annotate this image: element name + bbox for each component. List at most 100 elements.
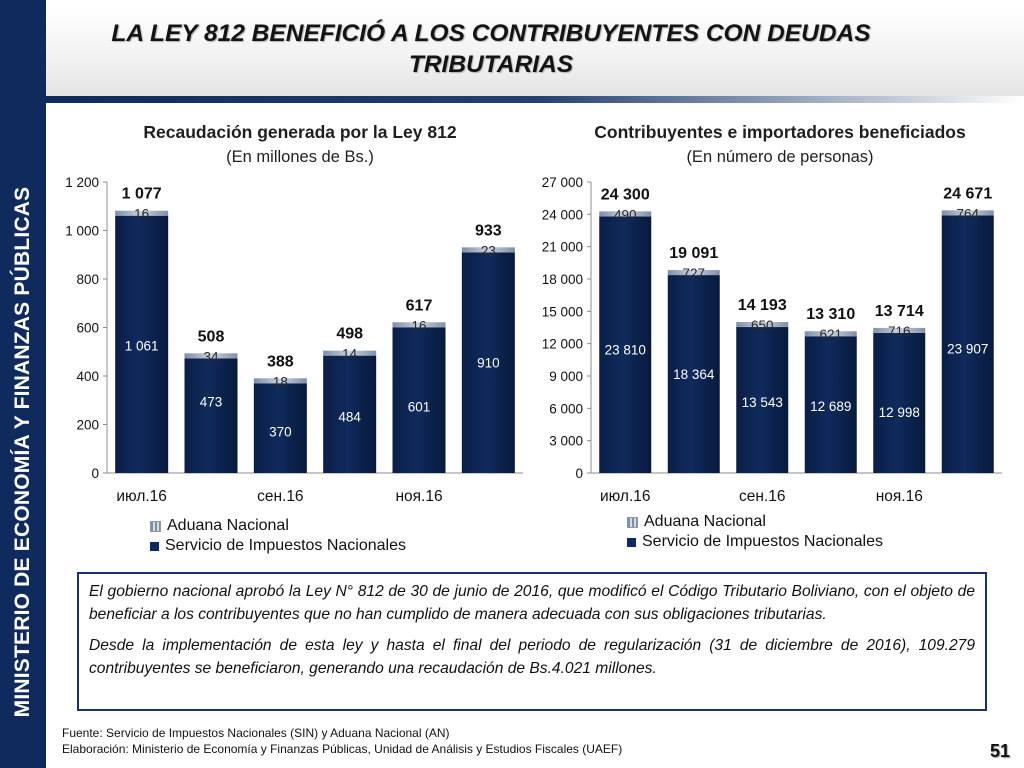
legend-label: Aduana Nacional <box>167 517 289 534</box>
data-label-aduana: 650 <box>751 318 774 333</box>
data-label-sin: 12 689 <box>810 399 851 414</box>
bar-sin <box>392 327 446 473</box>
legend-label: Servicio de Impuestos Nacionales <box>642 533 884 550</box>
description-paragraph-2: Desde la implementación de esta ley y ha… <box>89 637 975 677</box>
data-label-aduana: 716 <box>888 324 911 339</box>
bar-sin <box>599 216 652 473</box>
data-label-sin: 18 364 <box>673 367 715 382</box>
bar-sin <box>253 383 307 473</box>
bar-aduana <box>667 270 720 276</box>
legend-label: Aduana Nacional <box>644 513 766 530</box>
data-label-sin: 13 543 <box>742 395 783 410</box>
y-tick-label: 0 <box>575 466 583 481</box>
aduana-swatch-icon <box>627 516 638 528</box>
data-label-aduana: 764 <box>956 206 979 221</box>
bar-sin <box>873 332 926 473</box>
sin-swatch-icon <box>150 541 159 551</box>
footer-elaboration: Elaboración: Ministerio de Economía y Fi… <box>62 742 623 756</box>
page-number: 51 <box>989 741 1010 761</box>
aduana-swatch-icon <box>150 520 161 532</box>
bar-aduana <box>392 322 446 328</box>
x-tick-label: ноя.16 <box>876 488 923 505</box>
bar-sin <box>667 275 720 473</box>
page-title: LA LEY 812 BENEFICIÓ A LOS CONTRIBUYENTE… <box>111 20 871 78</box>
data-label-total: 388 <box>267 353 294 370</box>
data-label-sin: 12 998 <box>879 405 920 420</box>
data-label-aduana: 23 <box>481 243 496 258</box>
bar-aduana <box>461 247 515 253</box>
description-paragraph-1: El gobierno nacional aprobó la Ley N° 81… <box>89 583 975 623</box>
data-label-total: 1 077 <box>122 186 162 203</box>
data-label-aduana: 34 <box>203 349 219 364</box>
chart-2-legend: Aduana Nacional Servicio de Impuestos Na… <box>627 512 883 552</box>
bar-sin <box>323 355 377 473</box>
chart-2-title: Contribuyentes e importadores beneficiad… <box>594 122 966 142</box>
data-label-sin: 1 061 <box>125 339 159 354</box>
data-label-aduana: 727 <box>682 266 705 281</box>
chart-2-subtitle: (En número de personas) <box>686 148 874 166</box>
bar-aduana <box>873 327 926 333</box>
y-tick-label: 3 000 <box>549 434 583 449</box>
y-tick-label: 400 <box>76 369 99 384</box>
bar-aduana <box>115 210 169 216</box>
y-tick-label: 27 000 <box>542 175 583 190</box>
bar-sin <box>736 327 789 473</box>
data-label-sin: 601 <box>408 399 431 414</box>
bar-sin <box>115 215 169 473</box>
bar-aduana <box>599 211 652 217</box>
y-tick-label: 800 <box>76 272 99 287</box>
data-label-total: 13 714 <box>875 303 924 320</box>
data-label-total: 19 091 <box>669 245 718 262</box>
data-label-total: 508 <box>198 328 225 345</box>
y-tick-label: 200 <box>76 418 99 433</box>
y-tick-label: 9 000 <box>549 369 583 384</box>
bar-aduana <box>804 331 857 337</box>
bar-sin <box>184 358 238 473</box>
revenue-chart: 0 200 400 600 800 1 000 1 200 1 061 16 1 077 июл.1… <box>65 175 523 505</box>
legend-item-sin: Servicio de Impuestos Nacionales <box>627 532 883 552</box>
y-tick-label: 1 000 <box>65 224 99 239</box>
y-tick-label: 600 <box>76 321 99 336</box>
data-label-total: 14 193 <box>738 297 787 314</box>
legend-label: Servicio de Impuestos Nacionales <box>165 537 407 554</box>
chart-1-subtitle: (En millones de Bs.) <box>226 148 374 166</box>
x-tick-label: июл.16 <box>600 488 651 505</box>
data-label-aduana: 16 <box>411 318 426 333</box>
y-tick-label: 24 000 <box>542 207 583 222</box>
data-label-total: 933 <box>475 222 502 239</box>
data-label-aduana: 490 <box>614 207 637 222</box>
bar-aduana <box>323 350 377 356</box>
sidebar-band: MINISTERIO DE ECONOMÍA Y FINANZAS PÚBLIC… <box>0 0 46 768</box>
bar-aduana <box>184 353 238 359</box>
data-label-total: 617 <box>406 297 433 314</box>
bar-aduana <box>253 378 307 384</box>
y-tick-label: 6 000 <box>549 401 583 416</box>
data-label-sin: 370 <box>269 424 292 439</box>
bar-sin <box>941 215 994 473</box>
sin-swatch-icon <box>627 537 636 547</box>
data-label-aduana: 18 <box>273 374 288 389</box>
bar-sin <box>804 336 857 473</box>
title-banner <box>46 8 1024 96</box>
data-label-sin: 910 <box>477 355 500 370</box>
y-tick-label: 18 000 <box>542 272 583 287</box>
data-label-sin: 23 907 <box>947 341 988 356</box>
data-label-total: 24 671 <box>943 185 992 202</box>
chart-1-legend: Aduana Nacional Servicio de Impuestos Na… <box>150 516 406 556</box>
description-box: El gobierno nacional aprobó la Ley N° 81… <box>77 572 987 711</box>
y-tick-label: 21 000 <box>542 240 583 255</box>
y-tick-label: 0 <box>91 466 99 481</box>
data-label-total: 498 <box>336 326 363 343</box>
bar-aduana <box>736 322 789 328</box>
bar-sin <box>461 252 515 473</box>
y-tick-label: 1 200 <box>65 175 99 190</box>
data-label-total: 24 300 <box>601 186 650 203</box>
data-label-aduana: 14 <box>342 347 358 362</box>
legend-item-aduana: Aduana Nacional <box>150 516 406 536</box>
data-label-sin: 23 810 <box>605 342 646 357</box>
x-tick-label: июл.16 <box>116 488 167 505</box>
legend-item-sin: Servicio de Impuestos Nacionales <box>150 536 406 556</box>
data-label-sin: 473 <box>200 394 223 409</box>
x-tick-label: сен.16 <box>257 488 303 505</box>
y-tick-label: 12 000 <box>542 337 583 352</box>
